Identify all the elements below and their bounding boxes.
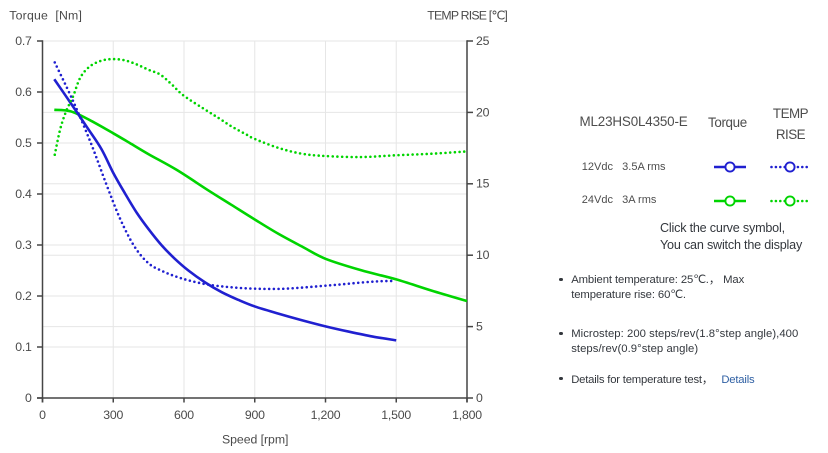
svg-text:0: 0 (39, 408, 46, 422)
svg-text:0.7: 0.7 (15, 34, 32, 48)
svg-text:0.1: 0.1 (15, 340, 32, 354)
svg-text:900: 900 (245, 408, 265, 422)
svg-text:600: 600 (174, 408, 194, 422)
svg-text:0.2: 0.2 (15, 289, 32, 303)
svg-text:20: 20 (476, 105, 490, 119)
svg-text:0: 0 (476, 391, 483, 405)
svg-text:15: 15 (476, 177, 490, 191)
svg-text:TEMP RISE [℃]: TEMP RISE [℃] (427, 9, 507, 23)
svg-text:300: 300 (103, 408, 123, 422)
svg-text:5: 5 (476, 320, 483, 334)
svg-text:1,500: 1,500 (381, 408, 411, 422)
svg-text:10: 10 (476, 248, 490, 262)
svg-text:Speed [rpm]: Speed [rpm] (222, 433, 288, 447)
svg-text:25: 25 (476, 34, 490, 48)
svg-text:0.5: 0.5 (15, 136, 32, 150)
svg-text:1,200: 1,200 (311, 408, 341, 422)
svg-text:Torque [Nm]: Torque [Nm] (9, 9, 82, 23)
svg-text:1,800: 1,800 (452, 408, 482, 422)
svg-text:0.6: 0.6 (15, 85, 32, 99)
svg-text:0.4: 0.4 (15, 187, 32, 201)
svg-text:0.3: 0.3 (15, 238, 32, 252)
svg-text:0: 0 (25, 391, 32, 405)
